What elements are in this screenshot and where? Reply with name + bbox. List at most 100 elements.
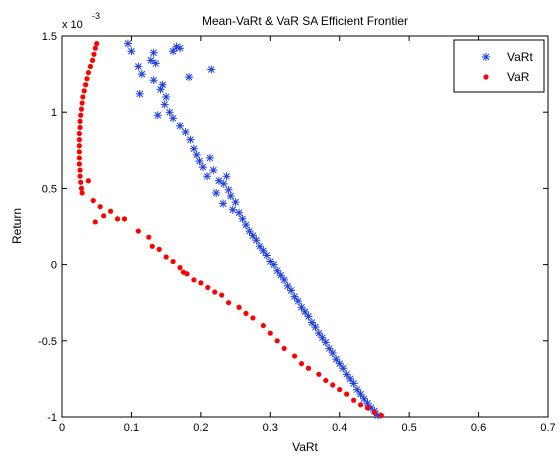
data-point bbox=[121, 216, 128, 222]
y-tick-label: -0.5 bbox=[38, 336, 57, 348]
y-axis: -1 -0.5 0 0.5 1 1.5 bbox=[38, 31, 548, 424]
data-point bbox=[378, 412, 384, 419]
data-point bbox=[176, 44, 185, 53]
data-point bbox=[307, 318, 316, 327]
data-point bbox=[259, 246, 268, 255]
y-tick-label: 1 bbox=[51, 107, 57, 119]
data-point bbox=[135, 89, 144, 98]
data-point bbox=[192, 150, 201, 159]
data-point bbox=[198, 163, 207, 172]
data-point bbox=[205, 284, 211, 291]
data-point bbox=[226, 192, 235, 201]
data-point bbox=[91, 51, 97, 57]
plot-area bbox=[61, 35, 549, 418]
data-point bbox=[191, 277, 197, 283]
data-point bbox=[212, 188, 221, 197]
data-point bbox=[248, 231, 257, 240]
data-point bbox=[219, 179, 228, 188]
data-point bbox=[162, 92, 171, 101]
data-point bbox=[267, 330, 273, 336]
data-point bbox=[245, 227, 254, 236]
data-point bbox=[77, 118, 83, 124]
data-point bbox=[366, 403, 375, 412]
legend-marker-vart bbox=[482, 53, 490, 61]
data-point bbox=[151, 59, 160, 68]
y-tick-label: 0 bbox=[51, 260, 57, 272]
data-point bbox=[149, 243, 155, 249]
data-point bbox=[323, 377, 329, 384]
data-point bbox=[84, 76, 90, 82]
data-point bbox=[328, 348, 337, 357]
data-point bbox=[186, 135, 195, 144]
x-tick-label: 0.3 bbox=[263, 422, 278, 434]
data-point bbox=[149, 76, 158, 85]
data-point bbox=[298, 361, 305, 367]
data-point bbox=[231, 198, 240, 207]
data-point bbox=[314, 329, 323, 338]
data-point bbox=[85, 69, 91, 76]
data-point bbox=[78, 112, 84, 118]
legend-marker-var bbox=[483, 74, 489, 80]
data-point bbox=[92, 45, 98, 51]
x-tick-label: 0 bbox=[59, 422, 65, 434]
data-point bbox=[83, 82, 89, 88]
legend-label-vart: VaRt bbox=[507, 50, 533, 64]
data-point bbox=[146, 56, 155, 65]
data-point bbox=[294, 297, 303, 306]
data-point bbox=[342, 370, 351, 379]
data-point bbox=[301, 307, 309, 316]
data-point bbox=[360, 394, 369, 403]
data-point bbox=[351, 397, 357, 403]
data-point bbox=[184, 271, 190, 277]
data-point bbox=[212, 289, 218, 295]
data-point bbox=[318, 333, 327, 342]
data-point bbox=[339, 364, 348, 373]
data-point bbox=[156, 246, 162, 252]
y-tick-label: -1 bbox=[47, 412, 57, 424]
data-point bbox=[169, 114, 178, 123]
data-point bbox=[176, 121, 185, 130]
data-point bbox=[87, 63, 94, 70]
data-point bbox=[205, 153, 214, 162]
data-point bbox=[224, 185, 233, 194]
data-point bbox=[77, 167, 83, 173]
data-point bbox=[76, 149, 82, 155]
data-point bbox=[280, 275, 289, 284]
data-point bbox=[76, 161, 82, 167]
data-point bbox=[181, 128, 190, 137]
data-point bbox=[305, 365, 312, 371]
data-point bbox=[165, 108, 174, 117]
data-point bbox=[195, 156, 204, 165]
x-tick-label: 0.2 bbox=[193, 422, 208, 434]
x-tick-label: 0.4 bbox=[332, 422, 347, 434]
data-point bbox=[77, 124, 83, 131]
data-point bbox=[137, 70, 146, 79]
data-point bbox=[337, 386, 343, 393]
legend-label-var: VaR bbox=[507, 70, 530, 84]
data-point bbox=[373, 411, 382, 420]
data-point bbox=[226, 300, 232, 306]
chart-title: Mean-VaRt & VaR SA Efficient Frontier bbox=[202, 14, 408, 28]
data-point bbox=[222, 172, 231, 181]
data-point bbox=[160, 100, 169, 109]
data-point bbox=[311, 323, 320, 332]
data-point bbox=[81, 88, 87, 94]
data-point bbox=[123, 39, 132, 48]
data-point bbox=[80, 94, 86, 100]
data-point bbox=[90, 197, 96, 204]
data-point bbox=[207, 65, 216, 74]
data-point bbox=[255, 242, 264, 251]
data-point bbox=[169, 47, 178, 56]
data-point bbox=[228, 205, 237, 214]
data-point bbox=[241, 220, 250, 229]
data-point bbox=[219, 199, 228, 208]
data-point bbox=[127, 47, 136, 56]
y-exponent-power: -3 bbox=[92, 11, 100, 21]
data-point bbox=[177, 265, 183, 271]
x-axis-title: VaRt bbox=[292, 440, 318, 454]
data-point bbox=[321, 338, 330, 347]
legend-box bbox=[453, 39, 545, 93]
data-point bbox=[76, 155, 82, 161]
data-point bbox=[189, 144, 198, 153]
